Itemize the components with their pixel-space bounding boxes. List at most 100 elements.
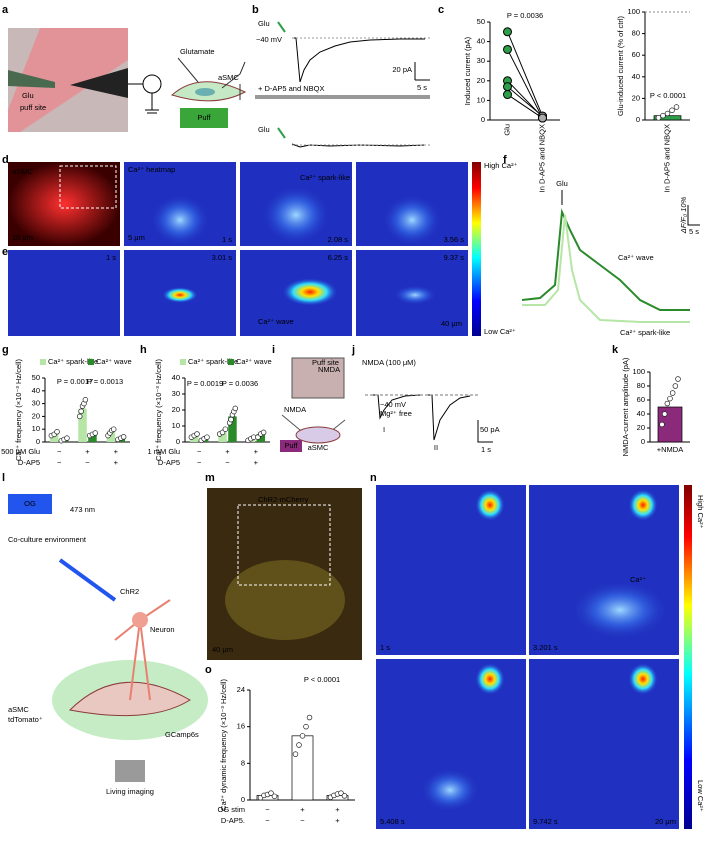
pipettes — [177, 57, 246, 100]
panel-label: g — [2, 344, 9, 356]
panel-label: a — [2, 4, 9, 16]
panel-label: f — [503, 154, 507, 166]
data-point — [306, 714, 313, 721]
y-tick-label: 40 — [632, 72, 640, 81]
soma — [475, 489, 505, 521]
y-tick-label: 24 — [237, 685, 245, 694]
condition-sign: − — [57, 447, 62, 456]
label: 473 nm — [70, 505, 95, 514]
puff-box — [180, 108, 228, 128]
legend-label: Ca²⁺ spark-like — [188, 357, 238, 366]
bar — [291, 735, 314, 801]
data-point — [110, 426, 117, 432]
y-label: Glu-induced current (% of ctrl) — [616, 15, 625, 116]
data-point — [64, 435, 70, 441]
y-label: Ca²⁺ frequency (×10⁻³ Hz/cell) — [14, 359, 23, 461]
image-grid — [376, 485, 679, 829]
condition-sign: − — [197, 447, 202, 456]
y-tick-label: 10 — [32, 424, 40, 433]
data-point — [664, 400, 671, 407]
panel-label: d — [2, 154, 9, 166]
data-point — [120, 434, 127, 440]
data-point — [341, 793, 348, 799]
condition-sign: − — [85, 458, 90, 467]
y-tick-label: 30 — [32, 399, 40, 408]
panel-label: h — [140, 344, 147, 356]
data-point — [82, 397, 89, 403]
y-tick-label: 40 — [637, 409, 645, 418]
label: GCamp6s — [165, 730, 199, 739]
data-point — [76, 413, 83, 420]
y-tick-label: 0 — [241, 795, 245, 804]
legend-swatch — [88, 359, 94, 365]
data-point — [660, 112, 666, 119]
x-tick-label: Glu — [502, 124, 511, 136]
pipette — [70, 68, 128, 98]
data-point — [659, 421, 665, 428]
signal — [382, 194, 442, 246]
label: Ca²⁺ wave — [258, 317, 294, 326]
condition-sign: − — [265, 816, 270, 825]
condition-sign: + — [225, 447, 230, 456]
label: 20 μm — [655, 817, 676, 826]
label: NMDA (100 μM) — [362, 358, 416, 367]
condition-label: D-AP5 — [158, 458, 180, 467]
label: OG — [24, 499, 36, 508]
signal — [150, 194, 210, 246]
bar — [228, 416, 237, 442]
data-point — [503, 27, 512, 37]
label: ΔF/F₀ 10% — [679, 196, 688, 234]
y-tick-label: 0 — [636, 115, 640, 124]
condition-sign: + — [254, 458, 259, 467]
label: Glu — [22, 91, 34, 100]
image — [8, 250, 120, 336]
signal — [570, 580, 670, 640]
data-point — [204, 434, 210, 440]
data-point — [194, 431, 200, 437]
condition-sign: − — [197, 458, 202, 467]
label: 2.08 s — [328, 235, 349, 244]
trace — [291, 143, 426, 148]
data-point — [338, 790, 344, 796]
panel-label: l — [2, 472, 5, 484]
y-tick-label: 8 — [241, 758, 245, 767]
label: High Ca²⁺ — [484, 161, 518, 170]
pair-line — [507, 31, 543, 117]
y-tick-label: 20 — [32, 411, 40, 420]
inset-box — [59, 165, 117, 209]
panel-label: n — [370, 472, 377, 484]
label: 6.25 s — [328, 253, 349, 262]
y-label: NMDA-current amplitude (pA) — [621, 357, 630, 456]
y-tick-label: 20 — [172, 405, 180, 414]
nucleus — [195, 88, 215, 96]
panel-label: b — [252, 4, 259, 16]
label: NMDA — [318, 365, 340, 374]
condition-label: 1 mM Glu — [147, 447, 180, 456]
condition-sign: − — [57, 458, 62, 467]
panel-label: i — [272, 344, 275, 356]
label: 1 s — [222, 235, 232, 244]
label: 40 μm — [441, 319, 462, 328]
panel-label: m — [205, 472, 215, 484]
data-point — [222, 426, 229, 432]
colorbar — [684, 485, 692, 829]
label: I — [383, 425, 385, 434]
condition-sign: − — [225, 458, 230, 467]
data-point — [292, 751, 299, 757]
data-point — [260, 429, 267, 436]
data-point — [503, 44, 512, 54]
condition-label: OG stim — [218, 805, 246, 814]
y-tick-label: 10 — [172, 421, 180, 430]
panel-label: k — [612, 344, 619, 356]
data-point — [268, 790, 274, 796]
label: 50 pA — [480, 425, 500, 434]
y-tick-label: 50 — [477, 17, 485, 26]
label: Glu — [258, 19, 270, 28]
label: Puff site — [312, 358, 339, 367]
y-tick-label: 100 — [627, 7, 640, 16]
data-point — [503, 82, 512, 92]
label: 5 s — [417, 83, 427, 92]
colorbar — [472, 162, 481, 336]
pair-line — [507, 49, 543, 119]
label: Ca²⁺ heatmap — [128, 165, 175, 174]
